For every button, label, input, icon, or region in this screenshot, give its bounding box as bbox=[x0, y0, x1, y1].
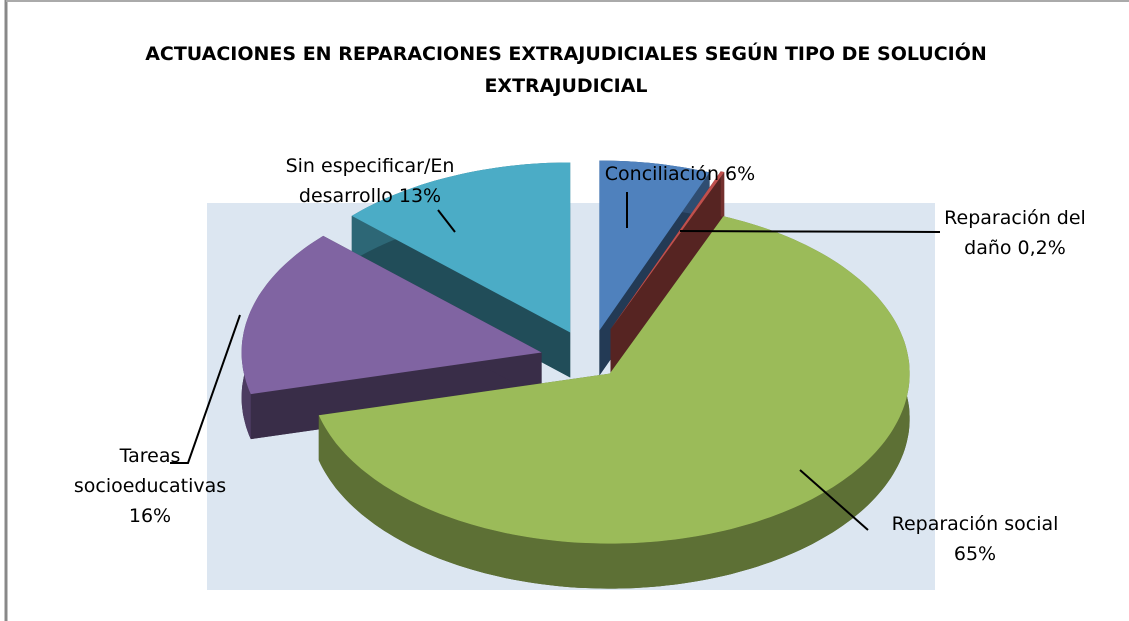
slice-radial-wall bbox=[610, 172, 725, 375]
leader-line bbox=[170, 314, 241, 464]
slice bbox=[318, 216, 910, 589]
data-label-value: 6% bbox=[725, 163, 755, 185]
slice-top bbox=[351, 162, 571, 333]
data-label-category: Conciliación bbox=[605, 163, 719, 185]
data-label-category: Sin especificar/En desarrollo bbox=[286, 155, 455, 207]
slice-top bbox=[318, 216, 910, 544]
leader-line bbox=[437, 209, 456, 233]
data-label-category: Reparación del daño bbox=[944, 207, 1086, 259]
data-label-value: 0,2% bbox=[1018, 237, 1066, 259]
chart-title: ACTUACIONES EN REPARACIONES EXTRAJUDICIA… bbox=[145, 41, 987, 97]
data-label-category: Tareas socioeducativas bbox=[74, 445, 226, 497]
data-label-value: 65% bbox=[954, 543, 996, 565]
slice-top bbox=[241, 235, 542, 395]
leader-line bbox=[799, 469, 869, 531]
slice-radial-wall bbox=[351, 215, 571, 378]
leader-line bbox=[679, 230, 941, 233]
data-label-category: Reparación social bbox=[892, 513, 1059, 535]
data-label-value: 16% bbox=[129, 505, 171, 527]
slice-top bbox=[610, 171, 725, 330]
data-label-value: 13% bbox=[399, 185, 441, 207]
slice-outer-wall bbox=[720, 171, 725, 218]
slice bbox=[351, 162, 571, 378]
